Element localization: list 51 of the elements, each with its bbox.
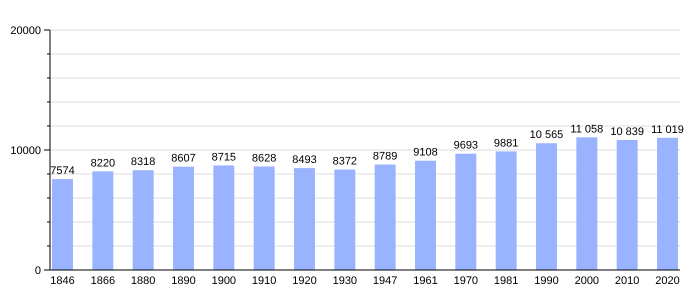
x-tick-label: 1970 [454, 275, 478, 287]
x-tick-label: 1920 [292, 275, 317, 287]
x-tick-label: 1846 [50, 275, 75, 287]
x-tick-label: 1880 [130, 275, 156, 287]
x-tick-label: 1990 [534, 275, 559, 287]
data-label: 11 019 [651, 124, 684, 136]
data-label: 8493 [292, 154, 317, 166]
data-label: 7574 [50, 165, 75, 178]
bar [92, 171, 114, 270]
x-tick-label: 2000 [574, 275, 600, 287]
data-label: 8318 [130, 156, 156, 168]
data-label: 8220 [90, 157, 116, 170]
bar [334, 170, 356, 270]
data-label: 9693 [454, 140, 478, 152]
y-tick-label: 0 [34, 264, 41, 277]
bar [455, 154, 476, 270]
data-label: 9881 [494, 137, 518, 150]
bar [657, 138, 678, 270]
bar [496, 151, 517, 270]
y-tick-label: 20000 [10, 24, 41, 37]
data-label: 10 565 [530, 129, 564, 142]
x-tick-label: 1910 [252, 275, 276, 287]
bar [213, 165, 234, 270]
data-label: 8628 [252, 152, 276, 164]
bar [254, 166, 275, 270]
x-tick-label: 2020 [655, 275, 680, 287]
x-tick-label: 1947 [372, 275, 398, 287]
data-label: 11 058 [570, 123, 604, 136]
x-tick-label: 1890 [171, 275, 196, 287]
x-tick-label: 2010 [614, 275, 640, 287]
data-label: 8715 [212, 151, 236, 164]
bar [374, 164, 396, 270]
data-label: 8607 [171, 152, 196, 165]
x-tick-label: 1961 [413, 275, 438, 287]
bar [536, 143, 557, 270]
y-tick-label: 10000 [10, 144, 41, 157]
bar [132, 170, 154, 270]
data-label: 8789 [372, 150, 398, 163]
x-tick-label: 1930 [332, 275, 358, 287]
data-label: 9108 [413, 146, 438, 159]
data-label: 8372 [332, 156, 358, 168]
x-tick-label: 1866 [90, 275, 116, 287]
x-tick-label: 1900 [212, 275, 236, 287]
data-label: 10 839 [610, 126, 644, 138]
bar [576, 137, 598, 270]
bar [294, 168, 315, 270]
bar [173, 166, 194, 270]
x-tick-label: 1981 [494, 275, 518, 287]
bar [616, 140, 638, 270]
bar [415, 160, 436, 270]
bar [52, 179, 73, 270]
